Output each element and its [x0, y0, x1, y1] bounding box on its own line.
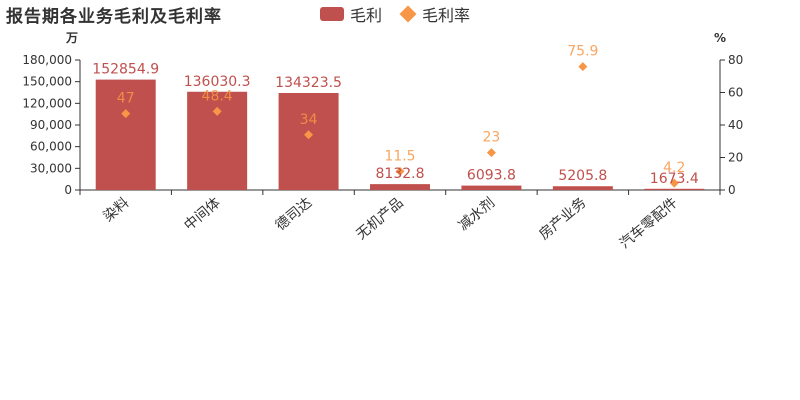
chart-title: 报告期各业务毛利及毛利率	[6, 7, 222, 27]
legend-label-gross-profit: 毛利	[350, 6, 383, 25]
bar-gross-profit	[95, 79, 156, 190]
point-gross-margin	[578, 62, 588, 72]
point-value-label: 75.9	[567, 44, 598, 60]
bar-value-label: 134323.5	[275, 75, 342, 91]
point-gross-margin	[395, 166, 405, 176]
point-gross-margin	[121, 109, 131, 119]
point-value-label: 47	[117, 91, 135, 107]
point-gross-margin	[669, 178, 679, 188]
y-axis-left-unit: 万	[65, 31, 78, 45]
x-tick-label: 中间体	[181, 195, 223, 234]
y-left-tick-label: 30,000	[30, 161, 72, 175]
x-tick-label: 房产业务	[536, 195, 589, 243]
y-right-tick-label: 80	[728, 53, 743, 67]
y-left-tick-label: 150,000	[22, 75, 72, 89]
x-tick-label: 汽车零配件	[616, 194, 681, 252]
bar-gross-profit	[370, 184, 430, 190]
bar-gross-profit	[278, 92, 339, 190]
bar-gross-profit	[644, 188, 705, 190]
bar-gross-profit	[552, 186, 613, 190]
point-value-label: 34	[300, 112, 318, 128]
y-right-tick-label: 20	[728, 151, 743, 165]
y-left-tick-label: 60,000	[30, 140, 72, 154]
y-left-tick-label: 0	[64, 183, 72, 197]
legend-item-gross-profit[interactable]: 毛利	[320, 2, 382, 26]
legend-label-gross-margin: 毛利率	[422, 6, 471, 25]
legend: 毛利 毛利率	[320, 2, 484, 26]
y-left-tick-label: 180,000	[22, 53, 72, 67]
point-value-label: 48.4	[202, 88, 233, 104]
point-gross-margin	[212, 106, 222, 116]
x-tick-label: 无机产品	[353, 195, 406, 243]
y-right-tick-label: 40	[728, 118, 743, 132]
bar-value-label: 5205.8	[558, 168, 607, 184]
bar-value-label: 1673.4	[650, 171, 699, 187]
point-gross-margin	[304, 130, 314, 140]
y-right-tick-label: 0	[728, 183, 736, 197]
bar-value-label: 152854.9	[92, 62, 159, 78]
x-tick-label: 减水剂	[456, 195, 498, 234]
bar-gross-profit	[461, 185, 522, 190]
point-value-label: 23	[483, 130, 501, 146]
y-axis-right-unit: %	[714, 31, 726, 45]
bar-value-label: 136030.3	[184, 74, 251, 90]
point-gross-margin	[486, 148, 496, 158]
bar-value-label: 8132.8	[376, 166, 425, 182]
x-tick-label: 染料	[101, 195, 133, 225]
point-value-label: 11.5	[384, 148, 415, 164]
bar-value-label: 6093.8	[467, 168, 516, 184]
bar-gross-profit	[187, 91, 248, 190]
x-tick-label: 德司达	[273, 195, 315, 234]
y-right-tick-label: 60	[728, 86, 743, 100]
y-left-tick-label: 90,000	[30, 118, 72, 132]
point-value-label: 4.2	[663, 160, 685, 176]
legend-item-gross-margin[interactable]: 毛利率	[396, 2, 470, 26]
legend-bar-swatch	[320, 7, 344, 21]
y-left-tick-label: 120,000	[22, 96, 72, 110]
